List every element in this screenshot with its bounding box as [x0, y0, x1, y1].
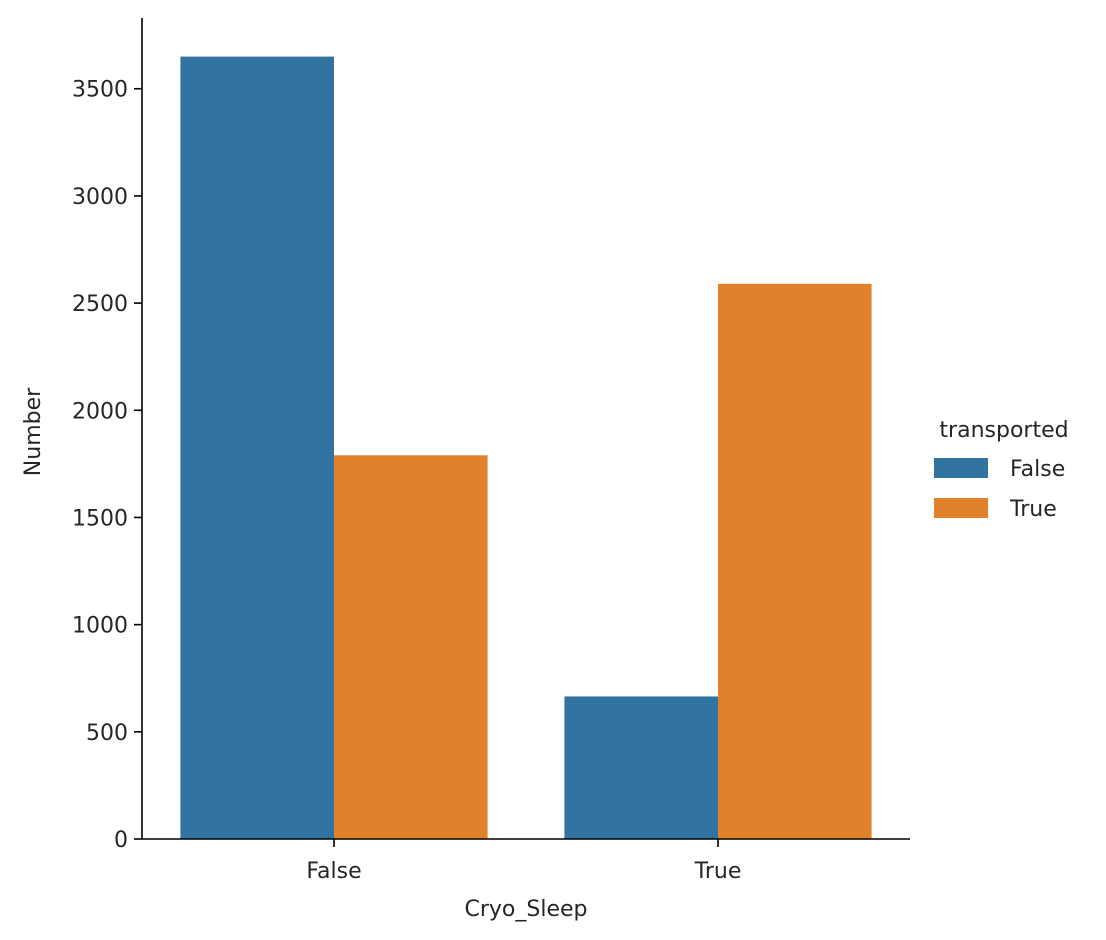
legend-swatch-false [934, 458, 988, 478]
x-axis-title: Cryo_Sleep [465, 897, 588, 922]
y-tick-label: 2000 [72, 399, 128, 424]
legend-swatch-true [934, 498, 988, 518]
y-tick-label: 0 [114, 828, 128, 853]
legend-label-true: True [1009, 497, 1057, 522]
x-axis: False True [142, 838, 910, 884]
y-tick-label: 3000 [72, 185, 128, 210]
bar-true-true [718, 283, 872, 839]
bar-true-false [564, 696, 718, 839]
legend: transported False True [934, 418, 1069, 522]
y-tick-label: 1500 [72, 506, 128, 531]
y-tick-label: 2500 [72, 292, 128, 317]
bar-false-false [180, 56, 334, 839]
y-tick-label: 1000 [72, 614, 128, 639]
y-axis: 0 500 1000 1500 2000 2500 3000 3500 [72, 18, 143, 853]
legend-title: transported [939, 418, 1068, 443]
bars-group [180, 56, 872, 839]
y-tick-label: 3500 [72, 78, 128, 103]
legend-label-false: False [1010, 457, 1065, 482]
x-tick-label: True [694, 859, 742, 884]
bar-false-true [334, 455, 488, 839]
y-tick-label: 500 [86, 721, 128, 746]
x-tick-label: False [306, 859, 361, 884]
y-axis-title: Number [21, 387, 46, 476]
